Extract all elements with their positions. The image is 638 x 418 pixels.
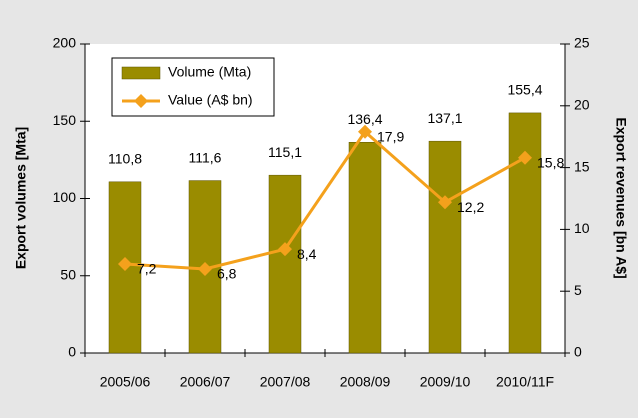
bar xyxy=(268,174,302,354)
y2-tick-label: 15 xyxy=(574,158,590,174)
y-tick-label: 50 xyxy=(60,266,76,282)
y-axis-title: Export volumes [Mta] xyxy=(13,127,29,269)
line-value-label: 12,2 xyxy=(457,199,484,215)
legend-swatch xyxy=(121,66,161,80)
x-tick-label: 2010/11F xyxy=(496,374,554,390)
bar xyxy=(428,140,462,354)
line-marker xyxy=(358,124,372,139)
line-value-label: 6,8 xyxy=(217,266,237,282)
x-tick-label: 2009/10 xyxy=(420,374,471,390)
x-tick-label: 2008/09 xyxy=(340,374,391,390)
bar-value-label: 136,4 xyxy=(347,111,382,127)
x-tick-label: 2005/06 xyxy=(100,374,151,390)
bar-value-label: 115,1 xyxy=(268,144,302,160)
y2-axis-title: Export revenues [bn A$] xyxy=(613,117,629,278)
y-tick-label: 0 xyxy=(68,344,76,360)
line xyxy=(124,129,526,271)
bar-value-label: 137,1 xyxy=(427,110,462,126)
line-value-label: 15,8 xyxy=(537,154,564,170)
bar xyxy=(508,112,542,354)
line-marker xyxy=(198,261,212,276)
line-marker xyxy=(278,242,292,257)
legend-marker xyxy=(134,94,148,108)
line-marker xyxy=(518,150,532,165)
line-marker xyxy=(118,257,132,272)
line-value-label: 8,4 xyxy=(297,246,317,262)
bar-value-label: 110,8 xyxy=(108,151,142,167)
y2-tick-label: 10 xyxy=(574,220,590,236)
x-tick-label: 2007/08 xyxy=(260,374,311,390)
x-tick-label: 2006/07 xyxy=(180,374,231,390)
line-marker xyxy=(438,195,452,210)
y-tick-label: 100 xyxy=(53,189,77,205)
line-value-label: 17,9 xyxy=(377,128,404,144)
bar-value-label: 155,4 xyxy=(507,82,542,98)
legend-label: Volume (Mta) xyxy=(168,64,251,80)
bar-value-label: 111,6 xyxy=(189,149,222,165)
y2-tick-label: 20 xyxy=(574,97,590,113)
y2-tick-label: 5 xyxy=(574,282,582,298)
y-tick-label: 150 xyxy=(53,112,77,128)
line-value-label: 7,2 xyxy=(137,261,157,277)
y-tick-label: 200 xyxy=(53,35,77,51)
bar xyxy=(348,142,382,354)
y2-tick-label: 0 xyxy=(574,344,582,360)
legend-label: Value (A$ bn) xyxy=(168,92,253,108)
y2-tick-label: 25 xyxy=(574,35,590,51)
